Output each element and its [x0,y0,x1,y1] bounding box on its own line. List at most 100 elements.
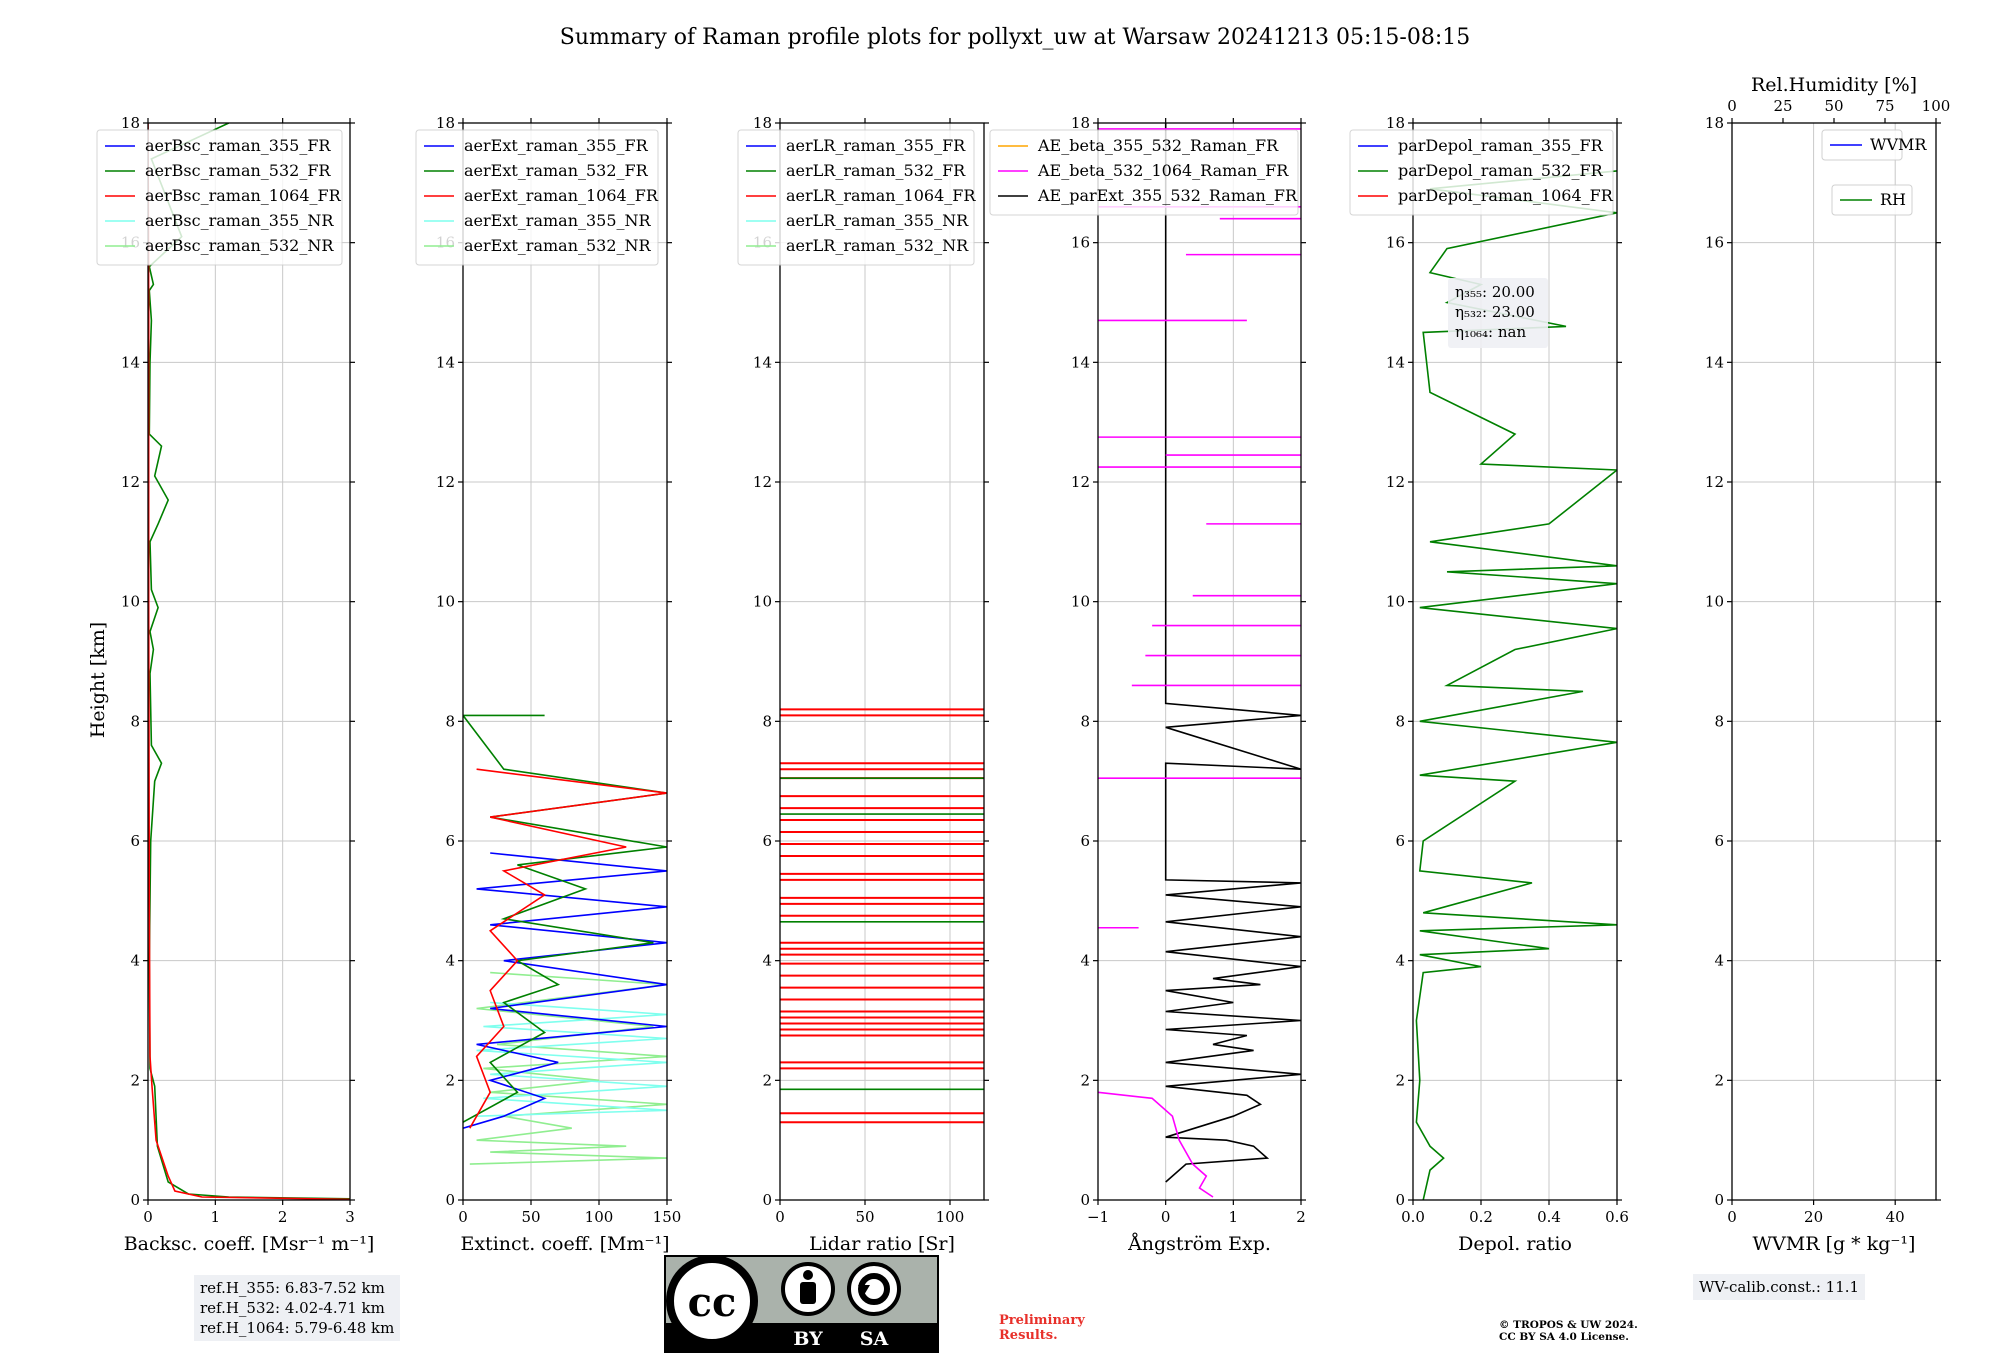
legend-entry: aerExt_raman_532_NR [464,236,652,255]
y-tick-label: 4 [130,952,140,970]
legend-box [415,129,659,266]
x-axis-label: Backsc. coeff. [Msr⁻¹ m⁻¹] [124,1233,375,1255]
preliminary-line-1: Preliminary [999,1313,1085,1328]
y-tick-label: 6 [1714,832,1724,850]
y-tick-label: 8 [762,712,772,730]
data-ae [1098,123,1301,1198]
y-tick-label: 0 [1395,1191,1405,1209]
legend-entry: parDepol_raman_355_FR [1398,136,1604,155]
y-tick-label: 8 [445,712,455,730]
y-tick-label: 0 [1080,1191,1090,1209]
y-tick-label: 16 [1705,234,1724,252]
y-tick-label: 6 [445,832,455,850]
y-tick-label: 10 [753,593,772,611]
y-tick-label: 2 [1395,1071,1405,1089]
share-alike-icon [847,1262,901,1316]
series-aerExt_raman_355_FR [463,852,667,1129]
preliminary-results-note: Preliminary Results. [999,1313,1085,1343]
y-tick-label: 18 [1386,114,1405,132]
x-axis-label: WVMR [g * kg⁻¹] [1753,1233,1916,1255]
x-tick-label: 0.4 [1537,1208,1561,1226]
legend-entry: aerLR_raman_1064_FR [786,186,976,205]
y-axis-label: Height [km] [87,622,109,738]
top-x-tick-label: 25 [1773,97,1792,115]
figure-title: Summary of Raman profile plots for polly… [560,25,1470,50]
y-tick-label: 18 [753,114,772,132]
y-tick-label: 8 [1714,712,1724,730]
x-axis-label: Ångström Exp. [1127,1233,1271,1255]
x-axis-label: Extinct. coeff. [Mm⁻¹] [460,1233,669,1255]
eta-value: η₅₃₂: 23.00 [1455,303,1535,321]
wv-calibration-box: WV-calib.const.: 11.1 [1693,1274,1866,1300]
series-aerBsc_raman_1064_FR [148,123,350,1200]
top-axis-label: Rel.Humidity [%] [1751,74,1917,96]
copyright-note: © TROPOS & UW 2024. CC BY SA 4.0 License… [1499,1319,1638,1343]
y-tick-label: 10 [121,593,140,611]
x-tick-label: 1 [211,1208,221,1226]
y-tick-label: 0 [130,1191,140,1209]
y-tick-label: 16 [1071,234,1090,252]
panel-bsc: 0246810121416180123Backsc. coeff. [Msr⁻¹… [96,114,375,1255]
top-x-tick-label: 75 [1875,97,1894,115]
cc-by-sa-license-badge: cc BY SA [664,1255,939,1353]
reference-height-box: ref.H_355: 6.83-7.52 km ref.H_532: 4.02-… [194,1275,401,1341]
y-tick-label: 4 [1714,952,1724,970]
eta-value: η₁₀₆₄: nan [1455,323,1526,341]
y-tick-label: 6 [1395,832,1405,850]
legend-entry: aerLR_raman_355_FR [786,136,966,155]
x-tick-label: 2 [278,1208,288,1226]
legend-entry: RH [1880,190,1906,209]
legend-entry: aerLR_raman_355_NR [786,211,969,230]
top-x-tick-label: 50 [1824,97,1843,115]
legend-entry: aerExt_raman_1064_FR [464,186,659,205]
x-tick-label: 0 [1727,1208,1737,1226]
y-tick-label: 6 [762,832,772,850]
x-tick-label: 40 [1886,1208,1905,1226]
y-tick-label: 16 [1386,234,1405,252]
y-tick-label: 12 [436,473,455,491]
legend-box [1349,129,1614,216]
axes-frame [1097,122,1302,1201]
y-tick-label: 12 [121,473,140,491]
legend-entry: parDepol_raman_532_FR [1398,161,1604,180]
x-tick-label: 0.0 [1401,1208,1425,1226]
legend-box [737,129,975,266]
series-aerBsc_raman_532_FR [148,123,350,1200]
y-tick-label: 12 [1071,473,1090,491]
x-tick-label: 0.6 [1605,1208,1629,1226]
data-lr [780,708,984,1124]
x-tick-label: 50 [521,1208,540,1226]
y-tick-label: 0 [1714,1191,1724,1209]
eta-value: η₃₅₅: 20.00 [1455,283,1535,301]
legend-entry: aerExt_raman_532_FR [464,161,649,180]
cc-logo-text: cc [688,1279,737,1326]
copyright-line-2: CC BY SA 4.0 License. [1499,1331,1629,1343]
top-x-tick-label: 0 [1727,97,1737,115]
panel-ext: 024681012141618050100150Extinct. coeff. … [415,114,682,1255]
x-tick-label: 100 [936,1208,965,1226]
legend-entry: aerLR_raman_532_NR [786,236,969,255]
x-tick-label: 150 [653,1208,682,1226]
legend-entry: AE_beta_355_532_Raman_FR [1037,136,1279,155]
panel-lr: 024681012141618050100Lidar ratio [Sr]aer… [737,114,989,1255]
wv-calibration-constant: WV-calib.const.: 11.1 [1699,1278,1860,1296]
y-tick-label: 14 [1071,353,1090,371]
y-tick-label: 2 [762,1071,772,1089]
y-tick-label: 10 [436,593,455,611]
y-tick-label: 14 [1386,353,1405,371]
y-tick-label: 2 [445,1071,455,1089]
legend-entry: aerBsc_raman_1064_FR [145,186,342,205]
x-tick-label: 20 [1804,1208,1823,1226]
y-tick-label: 2 [1714,1071,1724,1089]
y-tick-label: 12 [753,473,772,491]
cc-logo-icon [666,1255,758,1347]
legend-box [96,129,343,266]
copyright-line-1: © TROPOS & UW 2024. [1499,1319,1638,1331]
y-tick-label: 4 [762,952,772,970]
x-tick-label: 3 [345,1208,355,1226]
legend-box [989,129,1299,216]
series-AE_parExt_355_532_Raman_FR [1164,123,1301,1183]
